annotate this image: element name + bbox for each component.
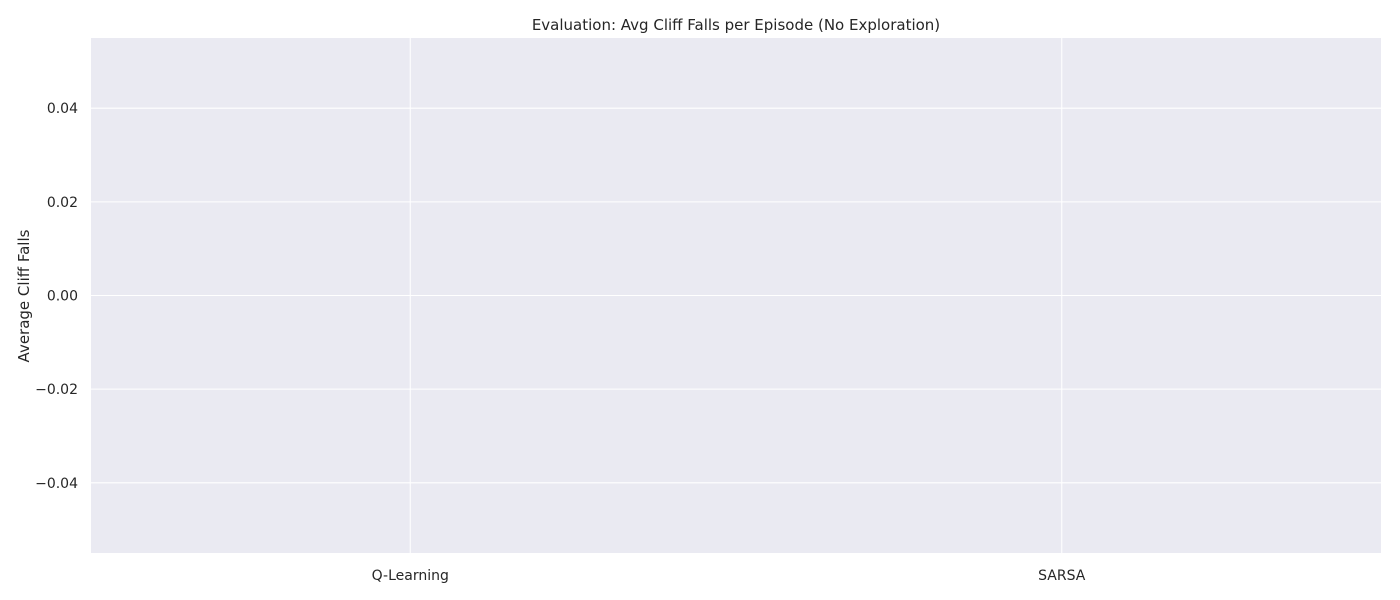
chart-title: Evaluation: Avg Cliff Falls per Episode … bbox=[532, 16, 940, 34]
x-axis-ticks: Q-Learning SARSA bbox=[372, 568, 1086, 584]
x-tick-label: SARSA bbox=[1038, 568, 1086, 584]
y-tick-label: 0.02 bbox=[47, 195, 78, 211]
y-axis-label: Average Cliff Falls bbox=[15, 229, 33, 362]
y-tick-label: −0.02 bbox=[35, 382, 78, 398]
y-tick-label: −0.04 bbox=[35, 476, 78, 492]
x-tick-label: Q-Learning bbox=[372, 568, 449, 584]
y-axis-ticks: −0.04 −0.02 0.00 0.02 0.04 bbox=[35, 101, 78, 492]
grid-lines bbox=[91, 38, 1381, 553]
y-tick-label: 0.00 bbox=[47, 289, 78, 305]
y-tick-label: 0.04 bbox=[47, 101, 78, 117]
